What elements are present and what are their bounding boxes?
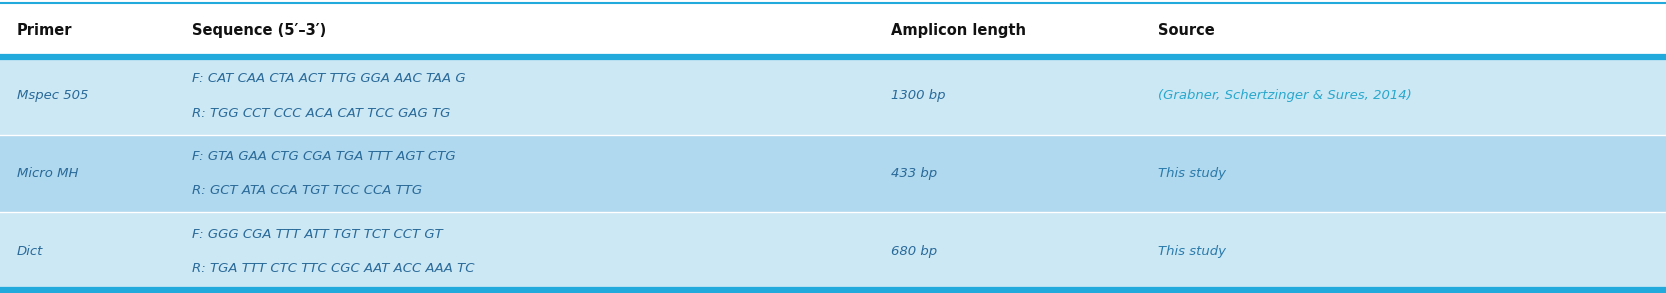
- Text: F: CAT CAA CTA ACT TTG GGA AAC TAA G: F: CAT CAA CTA ACT TTG GGA AAC TAA G: [192, 72, 465, 85]
- Text: 1300 bp: 1300 bp: [891, 89, 946, 103]
- Bar: [0, 3, 1666, 57]
- Text: Source: Source: [1158, 23, 1215, 38]
- Text: Primer: Primer: [17, 23, 72, 38]
- Text: (Grabner, Schertzinger & Sures, 2014): (Grabner, Schertzinger & Sures, 2014): [1158, 89, 1411, 103]
- Bar: [0, 135, 1666, 212]
- Text: Mspec 505: Mspec 505: [17, 89, 88, 103]
- Text: 680 bp: 680 bp: [891, 245, 938, 258]
- Text: Dict: Dict: [17, 245, 43, 258]
- Bar: [0, 212, 1666, 290]
- Text: Sequence (5′–3′): Sequence (5′–3′): [192, 23, 327, 38]
- Text: F: GTA GAA CTG CGA TGA TTT AGT CTG: F: GTA GAA CTG CGA TGA TTT AGT CTG: [192, 150, 455, 163]
- Text: This study: This study: [1158, 167, 1226, 180]
- Text: R: TGG CCT CCC ACA CAT TCC GAG TG: R: TGG CCT CCC ACA CAT TCC GAG TG: [192, 107, 450, 120]
- Text: R: TGA TTT CTC TTC CGC AAT ACC AAA TC: R: TGA TTT CTC TTC CGC AAT ACC AAA TC: [192, 262, 475, 275]
- Text: F: GGG CGA TTT ATT TGT TCT CCT GT: F: GGG CGA TTT ATT TGT TCT CCT GT: [192, 228, 443, 241]
- Text: R: GCT ATA CCA TGT TCC CCA TTG: R: GCT ATA CCA TGT TCC CCA TTG: [192, 184, 421, 197]
- Text: Amplicon length: Amplicon length: [891, 23, 1026, 38]
- Bar: [0, 57, 1666, 135]
- Text: 433 bp: 433 bp: [891, 167, 938, 180]
- Text: Micro MH: Micro MH: [17, 167, 78, 180]
- Text: This study: This study: [1158, 245, 1226, 258]
